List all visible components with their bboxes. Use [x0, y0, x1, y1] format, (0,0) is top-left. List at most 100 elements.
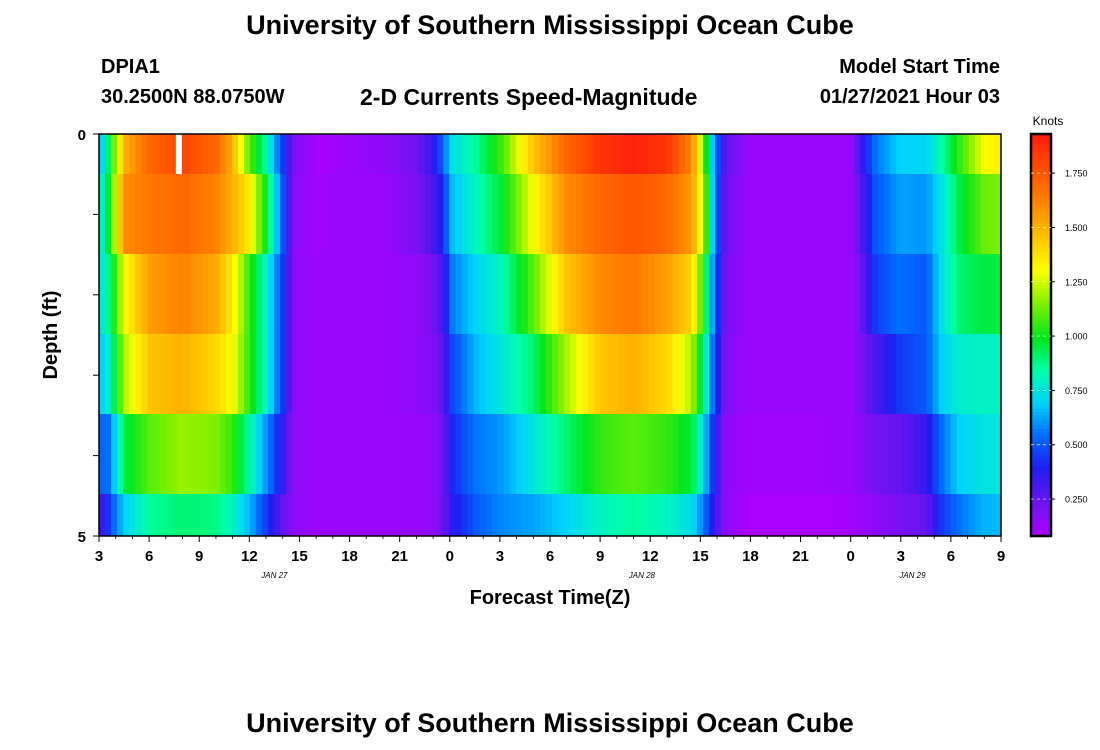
heatmap-cell: [962, 254, 970, 334]
heatmap-cell: [237, 174, 245, 254]
heatmap-cell: [624, 334, 632, 414]
heatmap-cell: [854, 254, 861, 334]
heatmap-cell: [564, 494, 571, 536]
heatmap-cell: [201, 254, 209, 334]
heatmap-cell: [171, 494, 179, 536]
heatmap-cell: [491, 174, 499, 254]
heatmap-cell: [334, 334, 342, 414]
heatmap-cell: [328, 254, 336, 334]
heatmap-cell: [576, 494, 583, 536]
heatmap-cell: [243, 494, 251, 536]
heatmap-cell: [696, 254, 704, 334]
colorbar-segment: [1031, 351, 1051, 356]
heatmap-cell: [986, 494, 994, 536]
colorbar-segment: [1031, 408, 1051, 413]
colorbar-segment: [1031, 479, 1051, 483]
heatmap-cell: [346, 494, 354, 536]
heatmap-cell: [256, 334, 263, 414]
heatmap-cell: [847, 414, 855, 494]
heatmap-cell: [262, 414, 269, 494]
heatmap-cell: [195, 254, 203, 334]
heatmap-cell: [847, 174, 855, 254]
heatmap-cell: [256, 174, 263, 254]
heatmap-cell: [678, 254, 686, 334]
heatmap-cell: [153, 254, 160, 334]
heatmap-cell: [974, 414, 982, 494]
heatmap-cell: [352, 134, 360, 174]
heatmap-cell: [612, 174, 619, 254]
heatmap-cell: [461, 174, 468, 254]
x-tick-label: 6: [145, 548, 153, 565]
heatmap-cell: [835, 134, 843, 174]
heatmap-cell: [159, 414, 166, 494]
colorbar-segment: [1031, 304, 1051, 309]
heatmap-cell: [274, 494, 281, 536]
heatmap-cell: [745, 414, 752, 494]
heatmap-cell: [431, 414, 438, 494]
heatmap-cell: [654, 414, 662, 494]
heatmap-cell: [388, 254, 396, 334]
heatmap-cell: [666, 334, 674, 414]
heatmap-cell: [401, 174, 408, 254]
heatmap-cell: [908, 414, 915, 494]
heatmap-cell: [99, 414, 106, 494]
heatmap-cell: [419, 254, 426, 334]
heatmap-cell: [298, 254, 305, 334]
heatmap-cell: [159, 254, 166, 334]
chart-title: 2-D Currents Speed-Magnitude: [360, 84, 698, 110]
heatmap-cell: [624, 254, 632, 334]
heatmap-cell: [280, 414, 287, 494]
heatmap-cell: [485, 254, 493, 334]
heatmap-cell: [256, 134, 263, 174]
heatmap-cell: [944, 134, 952, 174]
heatmap-cell: [213, 254, 221, 334]
heatmap-cell: [141, 414, 148, 494]
heatmap-cell: [829, 494, 837, 536]
heatmap-cell: [99, 254, 106, 334]
heatmap-cell: [986, 174, 994, 254]
heatmap-cell: [805, 254, 813, 334]
heatmap-cell: [316, 254, 323, 334]
heatmap-cell: [497, 134, 505, 174]
heatmap-cell: [443, 174, 450, 254]
date-label: JAN 28: [628, 571, 656, 580]
heatmap-cell: [165, 494, 172, 536]
heatmap-cell: [805, 334, 813, 414]
heatmap-cell: [606, 174, 613, 254]
heatmap-cell: [165, 334, 172, 414]
heatmap-cell: [425, 414, 432, 494]
heatmap-cell: [177, 334, 185, 414]
colorbar-segment: [1031, 314, 1051, 319]
heatmap-cell: [618, 414, 625, 494]
colorbar-segment: [1031, 345, 1051, 349]
heatmap-cell: [473, 494, 481, 536]
date-label: JAN 27: [260, 571, 288, 580]
heatmap-cell: [129, 174, 136, 254]
heatmap-cell: [256, 254, 263, 334]
heatmap-cell: [376, 334, 384, 414]
heatmap-cell: [564, 174, 571, 254]
heatmap-cell: [129, 254, 136, 334]
heatmap-cell: [521, 494, 529, 536]
heatmap-cell: [268, 494, 275, 536]
colorbar-segment: [1031, 160, 1051, 165]
heatmap-cell: [304, 334, 311, 414]
x-tick-label: 3: [496, 548, 504, 565]
heatmap-cell: [207, 134, 215, 174]
heatmap-cell: [727, 494, 734, 536]
heatmap-cell: [781, 334, 789, 414]
colorbar-segment: [1031, 254, 1051, 259]
heatmap-cell: [225, 134, 233, 174]
heatmap-cell: [171, 414, 179, 494]
heatmap-cell: [660, 174, 668, 254]
x-tick-label: 9: [195, 548, 203, 565]
heatmap-cell: [195, 494, 203, 536]
heatmap-cell: [938, 134, 946, 174]
heatmap-cell: [425, 494, 432, 536]
heatmap-cell: [274, 254, 281, 334]
heatmap-cell: [787, 334, 795, 414]
colorbar-tick-label: 1.500: [1065, 223, 1088, 233]
heatmap-cell: [648, 134, 656, 174]
colorbar-segment: [1031, 167, 1051, 172]
heatmap-cell: [425, 254, 432, 334]
